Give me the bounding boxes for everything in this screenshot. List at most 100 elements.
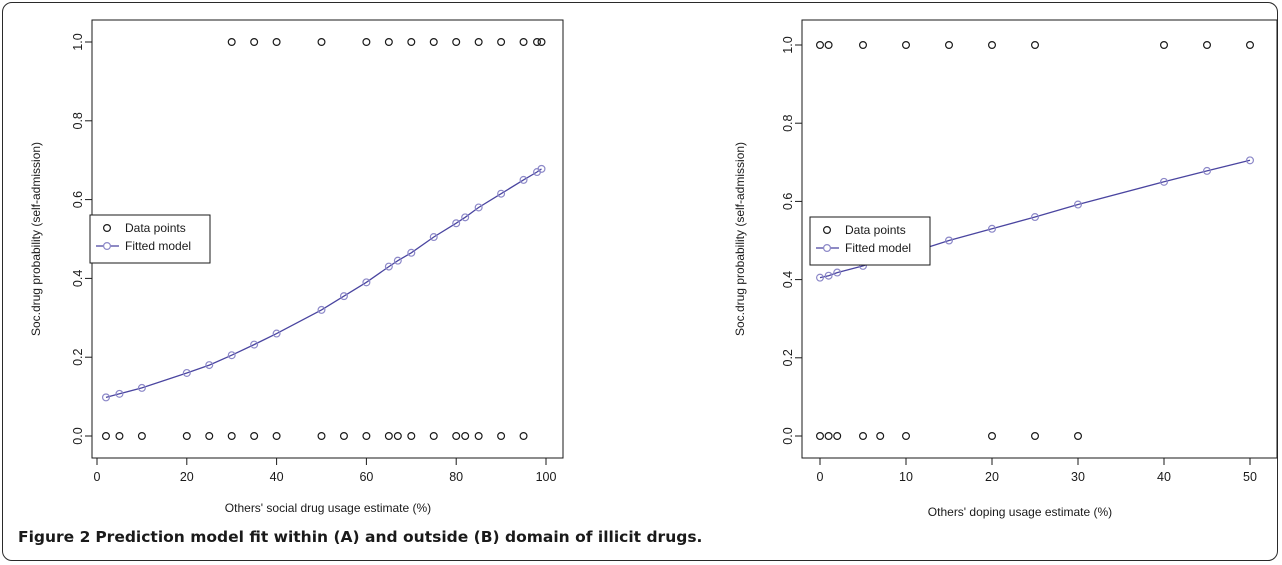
data-point (1245, 40, 1254, 49)
y-tick-label: 0.6 (71, 191, 85, 208)
x-tick-label: 10 (899, 470, 913, 484)
data-point (205, 432, 214, 441)
fitted-model-line (819, 159, 1251, 279)
data-point (876, 432, 885, 441)
data-point (497, 432, 506, 441)
fitted-model-point (205, 361, 214, 370)
fitted-model-point (824, 271, 833, 280)
data-point (902, 40, 911, 49)
legend-data-points-marker (823, 226, 832, 235)
x-tick-label: 0 (817, 470, 824, 484)
fitted-model-line (105, 168, 542, 399)
fitted-model-point (945, 236, 954, 245)
fitted-model-point (474, 203, 483, 212)
fitted-model-point (429, 233, 438, 242)
y-tick-label: 0.8 (71, 112, 85, 129)
data-point (393, 432, 402, 441)
legend-data-points-label: Data points (125, 221, 186, 235)
data-point (101, 432, 110, 441)
data-point (859, 40, 868, 49)
x-tick-label: 20 (180, 470, 194, 484)
fitted-model-point (1074, 200, 1083, 209)
data-point (519, 432, 528, 441)
data-point (137, 432, 146, 441)
data-point (902, 432, 911, 441)
data-point (533, 37, 542, 46)
chart-a: 0 20 40 60 80 100 0.0 0.2 0.4 0.6 0.8 1.0 Others' so… (29, 19, 564, 515)
data-point (362, 37, 371, 46)
fitted-model-point (461, 213, 470, 222)
data-point (1031, 432, 1040, 441)
fitted-model-point (407, 248, 416, 257)
data-point (384, 432, 393, 441)
x-tick-label: 40 (1157, 470, 1171, 484)
fitted-model-point (250, 340, 259, 349)
fitted-model-point (833, 268, 842, 277)
data-point (988, 40, 997, 49)
fitted-model-point (816, 273, 825, 282)
fitted-model-point (137, 383, 146, 392)
y-tick-label: 0.4 (71, 270, 85, 287)
x-tick-label: 60 (359, 470, 373, 484)
data-point (182, 432, 191, 441)
data-point (272, 432, 281, 441)
plot-area (801, 19, 1278, 459)
figure-caption: Figure 2 Prediction model fit within (A)… (18, 528, 702, 546)
y-tick-label: 0.0 (71, 427, 85, 444)
data-point (474, 37, 483, 46)
fitted-model-point (101, 393, 110, 402)
y-axis-label: Soc.drug probability (self-admission) (29, 142, 43, 336)
data-point (227, 432, 236, 441)
legend-fitted-model-marker (823, 244, 832, 253)
data-point (497, 37, 506, 46)
y-tick-label: 0.2 (71, 348, 85, 365)
fitted-model-point (362, 278, 371, 287)
fitted-model-point (1031, 213, 1040, 222)
chart-b: 0 10 20 30 40 50 0.0 0.2 0.4 0.6 0.8 1.0 Others' dop… (733, 19, 1278, 519)
x-tick-label: 100 (536, 470, 557, 484)
x-axis-label: Others' doping usage estimate (%) (928, 505, 1112, 519)
data-point (452, 37, 461, 46)
y-tick-label: 0.0 (781, 427, 795, 444)
data-point (816, 432, 825, 441)
fitted-model-point (1159, 177, 1168, 186)
data-point (824, 432, 833, 441)
data-point (519, 37, 528, 46)
x-axis-label: Others' social drug usage estimate (%) (225, 501, 431, 515)
legend-fitted-model-label: Fitted model (125, 239, 191, 253)
data-point (833, 432, 842, 441)
fitted-model-point (339, 292, 348, 301)
legend-fitted-model-label: Fitted model (845, 241, 911, 255)
data-point (317, 37, 326, 46)
x-tick-label: 80 (449, 470, 463, 484)
fitted-model-point (988, 224, 997, 233)
data-point (1031, 40, 1040, 49)
fitted-model-point (452, 219, 461, 228)
fitted-model-point (227, 351, 236, 360)
caption-text: Prediction model fit within (A) and outs… (95, 528, 703, 546)
data-point (362, 432, 371, 441)
fitted-model-point (272, 329, 281, 338)
data-point (824, 40, 833, 49)
data-point (1074, 432, 1083, 441)
legend-box (89, 214, 211, 264)
data-point (988, 432, 997, 441)
data-point (317, 432, 326, 441)
data-point (816, 40, 825, 49)
data-point (384, 37, 393, 46)
fitted-model-point (519, 175, 528, 184)
data-point (859, 432, 868, 441)
y-tick-label: 1.0 (781, 36, 795, 53)
fitted-model-point (384, 262, 393, 271)
caption-label: Figure 2 (18, 528, 91, 546)
fitted-model-point (182, 368, 191, 377)
y-tick-label: 0.8 (781, 114, 795, 131)
data-point (1202, 40, 1211, 49)
y-tick-label: 0.4 (781, 271, 795, 288)
legend-box (809, 216, 931, 266)
x-tick-label: 40 (270, 470, 284, 484)
data-point (429, 432, 438, 441)
y-tick-label: 0.2 (781, 349, 795, 366)
x-tick-label: 0 (94, 470, 101, 484)
fitted-model-point (1245, 156, 1254, 165)
